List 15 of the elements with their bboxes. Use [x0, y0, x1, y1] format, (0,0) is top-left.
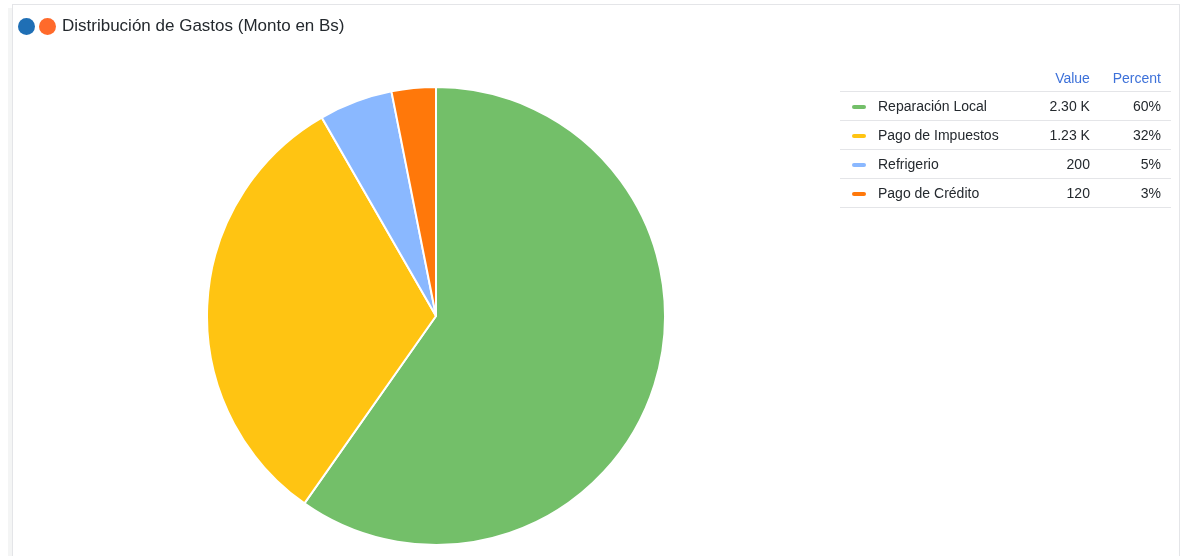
legend-label: Refrigerio — [878, 155, 939, 172]
data-label: 2.30 K — [1048, 96, 1091, 116]
text: Percent — [1111, 69, 1162, 89]
text: 5% — [1139, 154, 1162, 174]
data-label: 200 — [1065, 154, 1091, 174]
legend-label: Reparación Local — [878, 97, 987, 114]
legend-label: Pago de Crédito — [878, 184, 980, 201]
text: 32% — [1131, 125, 1162, 145]
text: 60% — [1131, 96, 1162, 116]
text: 3% — [1139, 183, 1162, 203]
legend-label: Pago de Impuestos — [878, 126, 999, 143]
data-label: 1.23 K — [1048, 125, 1091, 145]
text: Value — [1054, 69, 1091, 89]
chart-title: Distribución de Gastos (Monto en Bs) — [62, 16, 345, 36]
data-label: 120 — [1065, 183, 1091, 203]
